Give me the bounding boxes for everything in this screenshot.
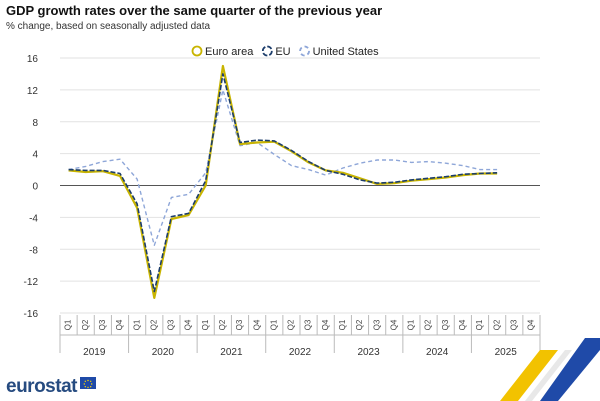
series-line-united-states — [68, 89, 498, 247]
x-tick-year: 2019 — [83, 347, 106, 358]
series-lines — [68, 64, 498, 299]
axes: 16 12 8 4 0 -4 -8 -12 -16 Q1 Q2 Q3 Q4 Q1 Q2 Q3 Q4 Q1 Q2 Q3 Q… — [24, 54, 541, 358]
x-tick-quarter: Q3 — [98, 319, 107, 330]
x-tick-quarter: Q3 — [509, 319, 518, 330]
legend-item[interactable]: EU — [261, 45, 291, 58]
x-tick-quarter: Q2 — [424, 319, 433, 330]
legend-label: EU — [275, 46, 290, 58]
series-line-euro-area — [68, 64, 498, 299]
x-tick-quarter: Q1 — [64, 319, 73, 330]
x-tick-quarter: Q4 — [252, 319, 261, 330]
legend-item[interactable]: United States — [299, 45, 380, 58]
y-tick-label: 16 — [27, 54, 39, 65]
x-tick-quarter: Q4 — [115, 319, 124, 330]
x-tick-quarter: Q2 — [287, 319, 296, 330]
legend-label: Euro area — [205, 46, 254, 58]
legend-marker — [261, 45, 273, 57]
x-tick-quarter: Q2 — [218, 319, 227, 330]
x-tick-quarter: Q3 — [304, 319, 313, 330]
x-tick-quarter: Q4 — [389, 319, 398, 330]
x-tick-quarter: Q1 — [201, 319, 210, 330]
x-tick-quarter: Q3 — [372, 319, 381, 330]
gridlines — [60, 57, 540, 314]
y-tick-label: 4 — [32, 150, 38, 161]
x-tick-quarter: Q2 — [355, 319, 364, 330]
legend-marker — [299, 45, 310, 57]
x-tick-quarter: Q4 — [458, 319, 467, 330]
x-tick-quarter: Q1 — [269, 319, 278, 330]
x-tick-quarter: Q3 — [167, 319, 176, 330]
x-tick-quarter: Q2 — [492, 319, 501, 330]
y-tick-label: 12 — [27, 86, 39, 97]
x-tick-quarter: Q4 — [184, 319, 193, 330]
y-tick-label: -8 — [29, 245, 38, 256]
y-tick-label: 0 — [32, 182, 38, 193]
x-tick-year: 2025 — [495, 347, 518, 358]
chart-subtitle: % change, based on seasonally adjusted d… — [6, 21, 211, 32]
x-tick-year: 2021 — [220, 347, 243, 358]
x-tick-year: 2024 — [426, 347, 449, 358]
x-tick-year: 2022 — [289, 347, 312, 358]
legend-label: United States — [313, 46, 380, 58]
x-tick-quarter: Q1 — [338, 319, 347, 330]
x-tick-quarter: Q4 — [321, 319, 330, 330]
chart-title: GDP growth rates over the same quarter o… — [6, 3, 383, 18]
legend-item[interactable]: Euro area — [191, 45, 255, 58]
legend[interactable]: Euro area EU United States — [191, 45, 380, 58]
x-tick-quarter: Q2 — [81, 319, 90, 330]
x-tick-quarter: Q1 — [132, 319, 141, 330]
y-tick-label: -16 — [24, 309, 39, 320]
x-tick-year: 2020 — [152, 347, 175, 358]
x-tick-quarter: Q3 — [441, 319, 450, 330]
series-line-eu — [68, 73, 498, 293]
x-tick-quarter: Q4 — [527, 319, 536, 330]
x-tick-quarter: Q2 — [149, 319, 158, 330]
y-tick-label: 8 — [32, 118, 38, 129]
eu-stars-icon — [83, 379, 93, 389]
x-tick-year: 2023 — [357, 347, 380, 358]
eu-flag-icon — [80, 377, 96, 389]
x-tick-quarter: Q1 — [475, 319, 484, 330]
legend-marker — [191, 45, 203, 57]
x-tick-quarter: Q3 — [235, 319, 244, 330]
y-tick-label: -4 — [29, 213, 38, 224]
eurostat-logo: eurostat — [6, 376, 77, 397]
decorative-stripes — [500, 338, 600, 401]
y-tick-label: -12 — [24, 277, 39, 288]
x-tick-quarter: Q1 — [407, 319, 416, 330]
